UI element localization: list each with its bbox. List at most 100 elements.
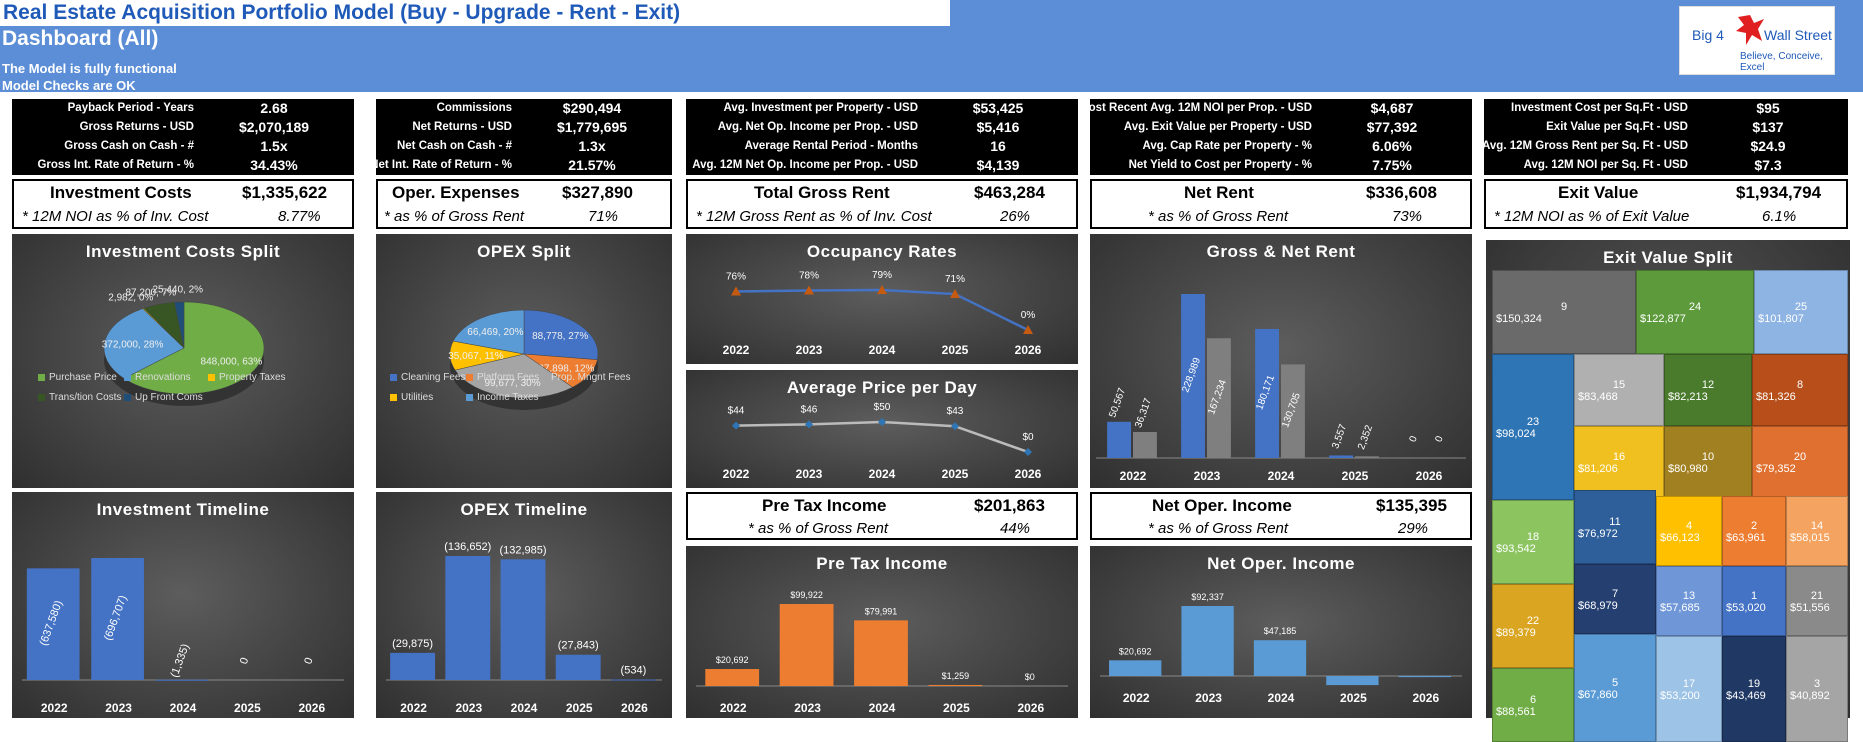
axis-tick-label: 2023 [1195,691,1222,705]
axis-tick-label: 2024 [170,701,197,715]
treemap-cell: 14 $58,015 [1786,496,1848,566]
kpi-value: $290,494 [562,100,622,116]
treemap-cell-id: 14 [1810,520,1824,532]
pie-data-label: 372,000, 28% [102,339,164,350]
treemap-cell-value: $101,807 [1758,313,1804,325]
treemap-cell: 19 $43,469 [1722,636,1786,742]
bar-data-label: $99,922 [790,590,823,600]
bar-data-label: 3,557 [1330,423,1349,451]
legend-label: Renovations [135,372,191,383]
legend-item: Trans/tion Costs [38,392,121,403]
kpi-value: $2,070,189 [238,119,310,135]
bar-data-label: $20,692 [1119,646,1152,656]
kpi-value: $95 [1756,100,1780,116]
axis-tick-label: 2026 [298,701,325,715]
legend-label: Trans/tion Costs [49,392,122,403]
line-point [804,285,814,295]
pie-slice [123,301,265,395]
kpi-label: Commissions [436,102,512,114]
treemap-cell-id: 5 [1611,677,1619,689]
treemap-cell-value: $81,326 [1756,391,1796,403]
bar [1109,660,1162,676]
legend-item: Prop. Mngnt Fees [540,372,630,383]
summary-exit-value: Exit Value $1,934,794 * 12M NOI as % of E… [1484,179,1848,229]
occupancy-line-chart: 76% 2022 78% 2023 79% 2024 71% 2025 0% 2026 [723,270,1042,357]
legend-swatch [38,394,45,401]
treemap-cell: 18 $93,542 [1492,500,1574,584]
legend-label: Property Taxes [219,372,286,383]
investment-costs-pie-chart: 848,000, 63% 372,000, 28% 2,982, 0%87,200,… [102,284,265,406]
kpi-row: Net Returns - USD $1,779,695 [376,118,672,137]
treemap-cell-id: 13 [1682,590,1696,602]
treemap-cell-id: 12 [1701,379,1715,391]
axis-tick-label: 2024 [869,467,896,481]
treemap-cell: 7 $68,979 [1574,564,1656,634]
bar-data-label: 0 [1433,434,1445,443]
line-data-label: $43 [947,406,964,417]
page-title: Real Estate Acquisition Portfolio Model … [0,0,950,26]
bar [390,652,436,680]
kpi-label: Payback Period - Years [67,102,194,114]
kpi-value: 21.57% [568,157,616,173]
treemap-cell: 2 $63,961 [1722,496,1786,566]
axis-tick-label: 2023 [105,701,132,715]
pie-data-label: 99,677, 30% [484,378,540,389]
panel-exit-value-split: Exit Value Split 9 $150,324 24 $122,877 25 $1… [1486,240,1850,742]
axis-tick-label: 2026 [1412,691,1439,705]
axis-tick-label: 2023 [1194,469,1221,483]
bar-data-label: (29,875) [392,638,433,650]
treemap-cell-id: 19 [1747,678,1761,690]
legend-label: Cleaning Fees [401,372,466,383]
pie-data-label: 848,000, 63% [201,356,263,367]
kpi-value: 16 [990,138,1006,154]
line-data-label: $44 [728,406,745,417]
bar [610,679,656,681]
kpi-row: Avg. 12M Net Op. Income per Prop. - USD $… [686,156,1078,175]
summary-investment-costs: Investment Costs $1,335,622 * 12M NOI as … [12,179,354,229]
bar [779,604,834,686]
kpi-label: Avg. Net Op. Income per Prop. - USD [717,121,918,133]
pie-data-label: 66,469, 20% [467,327,523,338]
bar [1181,294,1205,458]
model-status: The Model is fully functional [2,61,177,76]
bar [1107,421,1131,458]
kpi-value: $77,392 [1366,119,1418,135]
treemap-cell: 15 $83,468 [1574,354,1664,426]
kpi-box-1: Payback Period - Years 2.68 Gross Returns … [12,99,354,175]
bar-data-label: $47,185 [1264,626,1297,636]
kpi-label: Avg. Exit Value per Property - USD [1123,121,1312,133]
axis-tick-label: 2022 [723,467,750,481]
axis-tick-label: 2025 [942,343,969,357]
legend-item: Income Taxes [466,392,539,403]
bar-data-label: $92,337 [1191,592,1224,602]
axis-tick-label: 2025 [566,701,593,715]
treemap-cell-value: $89,379 [1496,627,1536,639]
treemap-cell-value: $53,200 [1660,690,1700,702]
line-data-label: $50 [874,402,891,413]
treemap-cell-id: 16 [1612,451,1626,463]
legend-item: Cleaning Fees [390,372,465,383]
treemap-cell-id: 24 [1688,301,1702,313]
treemap-cell-value: $43,469 [1726,690,1766,702]
bar [1181,606,1234,676]
treemap-cell-value: $53,020 [1726,602,1766,614]
panel-gross-net-rent: Gross & Net Rent 50,567 228,989 180,171 3,5… [1090,234,1472,488]
panel-opex-timeline: OPEX Timeline (29,875) (136,652) (132,985)… [376,492,672,718]
kpi-box-5: Investment Cost per Sq.Ft - USD $95 Exit V… [1482,99,1848,175]
bar-data-label: $1,259 [942,671,970,681]
legend-item: Renovations [124,372,191,383]
treemap-cell: 13 $57,685 [1656,566,1722,636]
kpi-label: Gross Returns - USD [79,121,194,133]
legend-label: Income Taxes [477,392,539,403]
kpi-box-2: Commissions $290,494 Net Returns - USD $1,7… [370,99,672,175]
treemap-cell-value: $68,979 [1578,600,1618,612]
axis-tick-label: 2024 [869,701,896,715]
model-checks-status: Model Checks are OK [2,78,136,93]
kpi-value: 34.43% [250,157,298,173]
treemap-cell-value: $83,468 [1578,391,1618,403]
treemap-cell-value: $63,961 [1726,532,1766,544]
kpi-label: Avg. 12M Gross Rent per Sq. Ft - USD [1482,140,1688,152]
treemap-cell: 12 $82,213 [1664,354,1752,426]
axis-tick-label: 2022 [1123,691,1150,705]
